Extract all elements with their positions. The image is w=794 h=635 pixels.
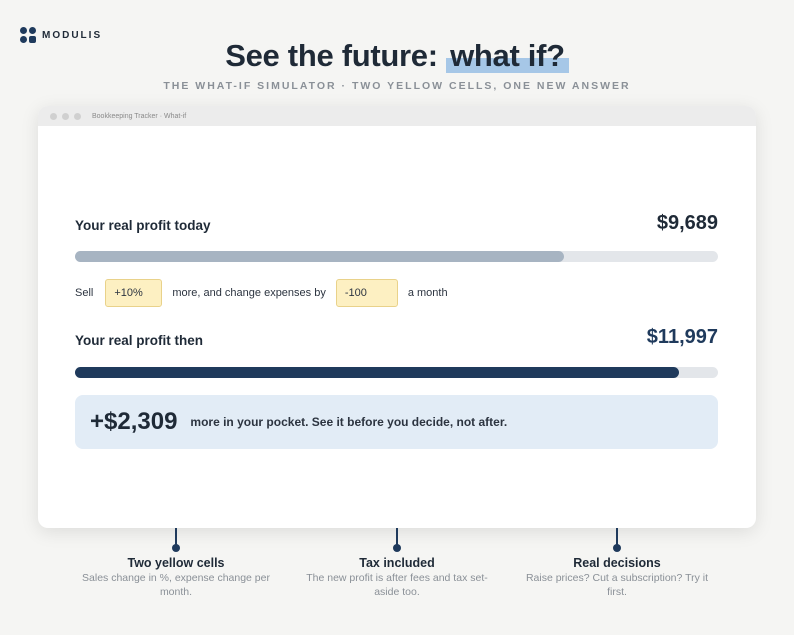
result-summary: +$2,309 more in your pocket. See it befo… <box>75 395 718 449</box>
brand-logo: MODULIS <box>20 27 102 43</box>
callout-dot <box>172 544 180 552</box>
profit-today-label: Your real profit today <box>75 218 211 233</box>
title-highlight: what if? <box>446 38 569 74</box>
brand-name: MODULIS <box>42 29 103 41</box>
window-zoom-dot[interactable] <box>74 112 81 120</box>
profit-then-bar <box>75 367 718 378</box>
controls-suffix: a month <box>407 287 448 299</box>
title-prefix: See the future: <box>225 38 438 73</box>
controls-prefix: Sell <box>75 287 94 299</box>
callout-yellow-cells: Two yellow cells Sales change in %, expe… <box>76 528 276 599</box>
profit-today-value: $9,689 <box>656 212 718 234</box>
callout-title: Two yellow cells <box>127 556 225 570</box>
window-title: Bookkeeping Tracker · What-if <box>92 112 187 120</box>
window-minimize-dot[interactable] <box>62 112 69 120</box>
callout-real-decisions: Real decisions Raise prices? Cut a subsc… <box>517 528 717 599</box>
profit-today-bar-fill <box>75 251 564 262</box>
window-close-dot[interactable] <box>50 112 57 120</box>
profit-then-label: Your real profit then <box>75 333 204 348</box>
result-amount: +$2,309 <box>90 408 178 435</box>
callout-desc: The new profit is after fees and tax set… <box>306 572 488 598</box>
callout-desc: Sales change in %, expense change per mo… <box>82 572 270 598</box>
callout-dot <box>393 544 401 552</box>
page-title: See the future: what if? <box>0 38 794 74</box>
callout-title: Real decisions <box>573 556 661 570</box>
callout-title: Tax included <box>359 556 435 570</box>
callout-tax-included: Tax included The new profit is after fee… <box>297 528 497 599</box>
window-titlebar: Bookkeeping Tracker · What-if <box>38 106 756 126</box>
sales-change-input[interactable]: +10% <box>105 279 163 307</box>
app-window: Bookkeeping Tracker · What-if Your real … <box>38 106 756 528</box>
logo-icon <box>20 27 36 43</box>
profit-then-value: $11,997 <box>646 326 718 348</box>
callout-desc: Raise prices? Cut a subscription? Try it… <box>525 572 709 598</box>
callout-dot <box>613 544 621 552</box>
profit-then-bar-fill <box>75 367 680 378</box>
what-if-controls: Sell +10% more, and change expenses by -… <box>75 279 448 307</box>
profit-today-bar <box>75 251 718 262</box>
controls-middle-text: more, and change expenses by <box>172 287 326 299</box>
callout-line <box>175 528 177 545</box>
page-subtitle: THE WHAT-IF SIMULATOR · TWO YELLOW CELLS… <box>163 80 631 92</box>
result-text: more in your pocket. See it before you d… <box>190 415 508 429</box>
callout-line <box>396 528 398 545</box>
expense-change-input[interactable]: -100 <box>335 279 398 307</box>
callout-line <box>616 528 618 545</box>
